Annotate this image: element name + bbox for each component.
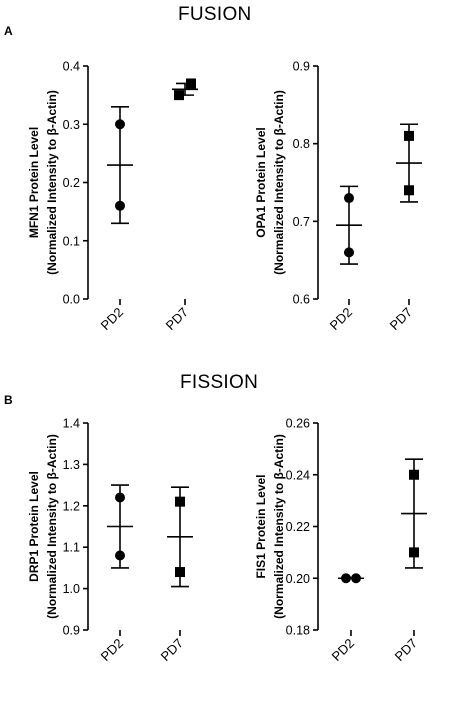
y-axis-subtitle: (Normalized Intensity to β-Actin): [272, 90, 286, 275]
y-tick-label: 0.0: [63, 293, 80, 307]
data-point: [174, 90, 184, 101]
x-tick-label: PD7: [158, 636, 186, 664]
y-tick-label: 1.2: [63, 499, 80, 513]
y-tick-label: 0.24: [286, 468, 310, 482]
x-tick-label: PD7: [163, 305, 191, 333]
y-axis-subtitle: (Normalized Intensity to β-Actin): [272, 434, 286, 619]
data-point: [409, 547, 419, 558]
x-tick-label: PD2: [98, 305, 126, 333]
y-tick-label: 0.8: [293, 137, 310, 151]
x-tick-label: PD7: [392, 636, 420, 664]
y-tick-label: 0.6: [293, 293, 310, 307]
data-point: [186, 78, 196, 89]
chart-3: 0.9 1.0 1.1 1.2 1.3 1.4 DRP1 Protein Level (Nor…: [27, 417, 193, 664]
y-tick-label: 0.26: [286, 417, 310, 431]
y-axis-subtitle: (Normalized Intensity to β-Actin): [45, 90, 59, 275]
data-point: [175, 496, 185, 507]
y-tick-label: 0.18: [286, 624, 310, 638]
data-point: [344, 247, 354, 258]
data-point: [404, 130, 414, 141]
section-title-fusion: FUSION: [178, 4, 252, 25]
y-tick-label: 1.0: [63, 582, 80, 596]
y-tick-label: 0.9: [293, 60, 310, 74]
panel-letter-a: A: [4, 24, 13, 38]
y-tick-label: 0.7: [293, 215, 310, 229]
x-tick-label: PD2: [98, 636, 126, 664]
y-tick-label: 1.1: [63, 541, 80, 555]
data-point: [115, 550, 125, 561]
y-tick-label: 1.3: [63, 458, 80, 472]
y-axis-title: DRP1 Protein Level: [27, 471, 41, 582]
y-tick-label: 0.2: [63, 176, 80, 190]
y-tick-label: 0.22: [286, 520, 310, 534]
y-tick-label: 0.1: [63, 234, 80, 248]
y-axis-title: FIS1 Protein Level: [254, 474, 268, 578]
data-point: [409, 469, 419, 480]
x-tick-label: PD2: [329, 636, 357, 664]
data-point: [341, 573, 351, 584]
data-point: [115, 200, 125, 211]
y-tick-label: 0.4: [63, 60, 80, 74]
y-tick-label: 0.3: [63, 118, 80, 132]
chart-2: 0.6 0.7 0.8 0.9 OPA1 Protein Level (Normalize…: [254, 60, 422, 333]
y-axis-title: MFN1 Protein Level: [27, 127, 41, 238]
y-tick-label: 0.20: [286, 572, 310, 586]
data-point: [344, 193, 354, 204]
data-point: [404, 185, 414, 196]
x-tick-label: PD7: [387, 305, 415, 333]
section-title-fission: FISSION: [180, 372, 259, 393]
chart-1: 0.0 0.1 0.2 0.3 0.4 MFN1 Protein Level (Normal…: [27, 60, 198, 333]
y-tick-label: 0.9: [63, 624, 80, 638]
data-point: [175, 567, 185, 578]
y-tick-label: 1.4: [63, 417, 80, 431]
data-point: [115, 492, 125, 503]
panel-letter-b: B: [4, 393, 13, 407]
y-axis-subtitle: (Normalized Intensity to β-Actin): [45, 434, 59, 619]
data-point: [351, 573, 361, 584]
chart-4: 0.18 0.20 0.22 0.24 0.26 FIS1 Protein Level (N…: [254, 417, 427, 664]
data-point: [115, 119, 125, 130]
y-axis-title: OPA1 Protein Level: [254, 127, 268, 237]
x-tick-label: PD2: [327, 305, 355, 333]
